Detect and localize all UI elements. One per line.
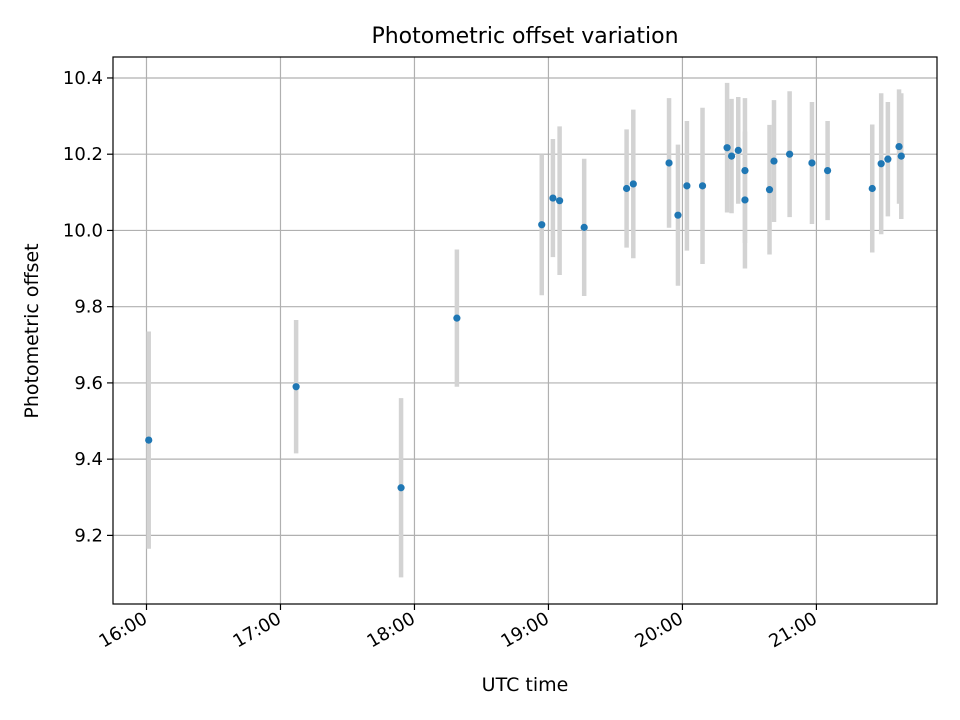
data-point — [683, 182, 691, 190]
y-tick-label: 9.6 — [74, 373, 103, 394]
x-tick-label: 20:00 — [632, 608, 687, 652]
x-axis-label: UTC time — [482, 674, 569, 696]
data-point — [741, 166, 749, 175]
data-point — [145, 436, 153, 444]
y-tick-label: 9.2 — [74, 525, 103, 546]
y-axis-label: Photometric offset — [21, 243, 43, 418]
x-tick-label: 17:00 — [230, 608, 285, 652]
data-point — [786, 150, 794, 158]
chart-title: Photometric offset variation — [371, 24, 678, 49]
data-point — [549, 194, 557, 202]
data-point — [770, 157, 778, 165]
data-point — [556, 197, 564, 205]
y-tick-label: 10.2 — [63, 144, 103, 165]
data-point — [727, 152, 736, 160]
y-tick-label: 10.0 — [63, 220, 103, 241]
data-point — [734, 146, 742, 154]
data-point — [580, 223, 588, 231]
data-point — [897, 152, 905, 160]
data-point — [895, 142, 903, 151]
x-tick-label: 18:00 — [364, 608, 419, 652]
data-point — [453, 314, 461, 322]
data-point — [698, 182, 707, 190]
x-tick-label: 21:00 — [765, 608, 820, 652]
data-point — [884, 155, 892, 163]
data-point — [808, 159, 816, 167]
plot-frame — [112, 56, 938, 605]
data-point — [665, 159, 673, 167]
y-tick-label: 9.4 — [74, 449, 103, 470]
data-point — [765, 186, 774, 194]
point-layer — [145, 142, 905, 492]
data-point — [538, 221, 546, 229]
data-point — [629, 180, 637, 188]
data-point — [397, 484, 405, 492]
y-tick-label: 10.4 — [63, 68, 103, 89]
x-tick-label: 16:00 — [96, 608, 151, 652]
data-point — [292, 383, 300, 391]
data-point — [674, 211, 682, 219]
grid-layer — [113, 57, 937, 604]
data-point — [823, 166, 832, 175]
data-point — [723, 144, 731, 152]
y-tick-label: 9.8 — [74, 297, 103, 318]
x-tick-label: 19:00 — [498, 608, 553, 652]
data-point — [868, 184, 876, 193]
tick-layer: 16:00 17:00 18:00 19:00 20:00 21:00 9.2 9.4 9.6 9… — [63, 68, 821, 652]
data-point — [877, 160, 885, 168]
data-point — [741, 196, 749, 204]
data-point — [623, 184, 631, 193]
